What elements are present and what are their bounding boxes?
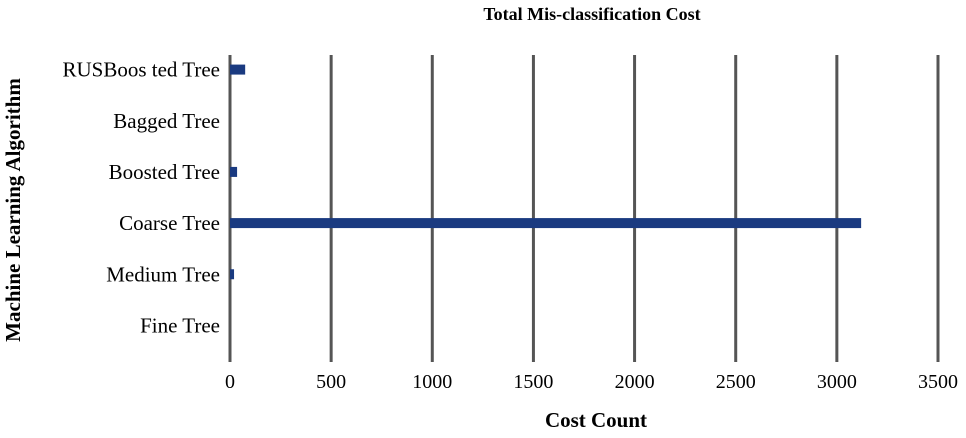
bar xyxy=(230,64,246,75)
x-tick-labels: 0 500 1000 1500 2000 2500 3000 3500 xyxy=(225,371,958,393)
category-label: Coarse Tree xyxy=(119,211,220,235)
chart-title: Total Mis-classification Cost xyxy=(483,4,700,24)
x-tick-label: 0 xyxy=(225,371,235,393)
gridlines xyxy=(228,55,940,362)
x-tick-label: 3000 xyxy=(817,371,857,393)
category-label: Fine Tree xyxy=(140,313,220,337)
bars xyxy=(230,64,862,280)
x-axis-title: Cost Count xyxy=(545,408,647,432)
x-tick-label: 2500 xyxy=(716,371,756,393)
category-labels: RUSBoos ted Tree Bagged Tree Boosted Tree C… xyxy=(62,58,220,338)
bar xyxy=(230,269,235,280)
y-axis-title: Machine Learning Algorithm xyxy=(1,78,25,342)
x-tick-label: 2000 xyxy=(615,371,655,393)
bar xyxy=(230,218,862,229)
x-tick-label: 1000 xyxy=(412,371,452,393)
category-label: Boosted Tree xyxy=(109,160,220,184)
category-label: Medium Tree xyxy=(106,262,220,286)
bar xyxy=(230,166,238,177)
category-label: Bagged Tree xyxy=(113,109,220,133)
x-tick-label: 3500 xyxy=(918,371,958,393)
category-label: RUSBoos ted Tree xyxy=(62,58,220,82)
x-tick-label: 1500 xyxy=(513,371,553,393)
x-tick-label: 500 xyxy=(316,371,346,393)
